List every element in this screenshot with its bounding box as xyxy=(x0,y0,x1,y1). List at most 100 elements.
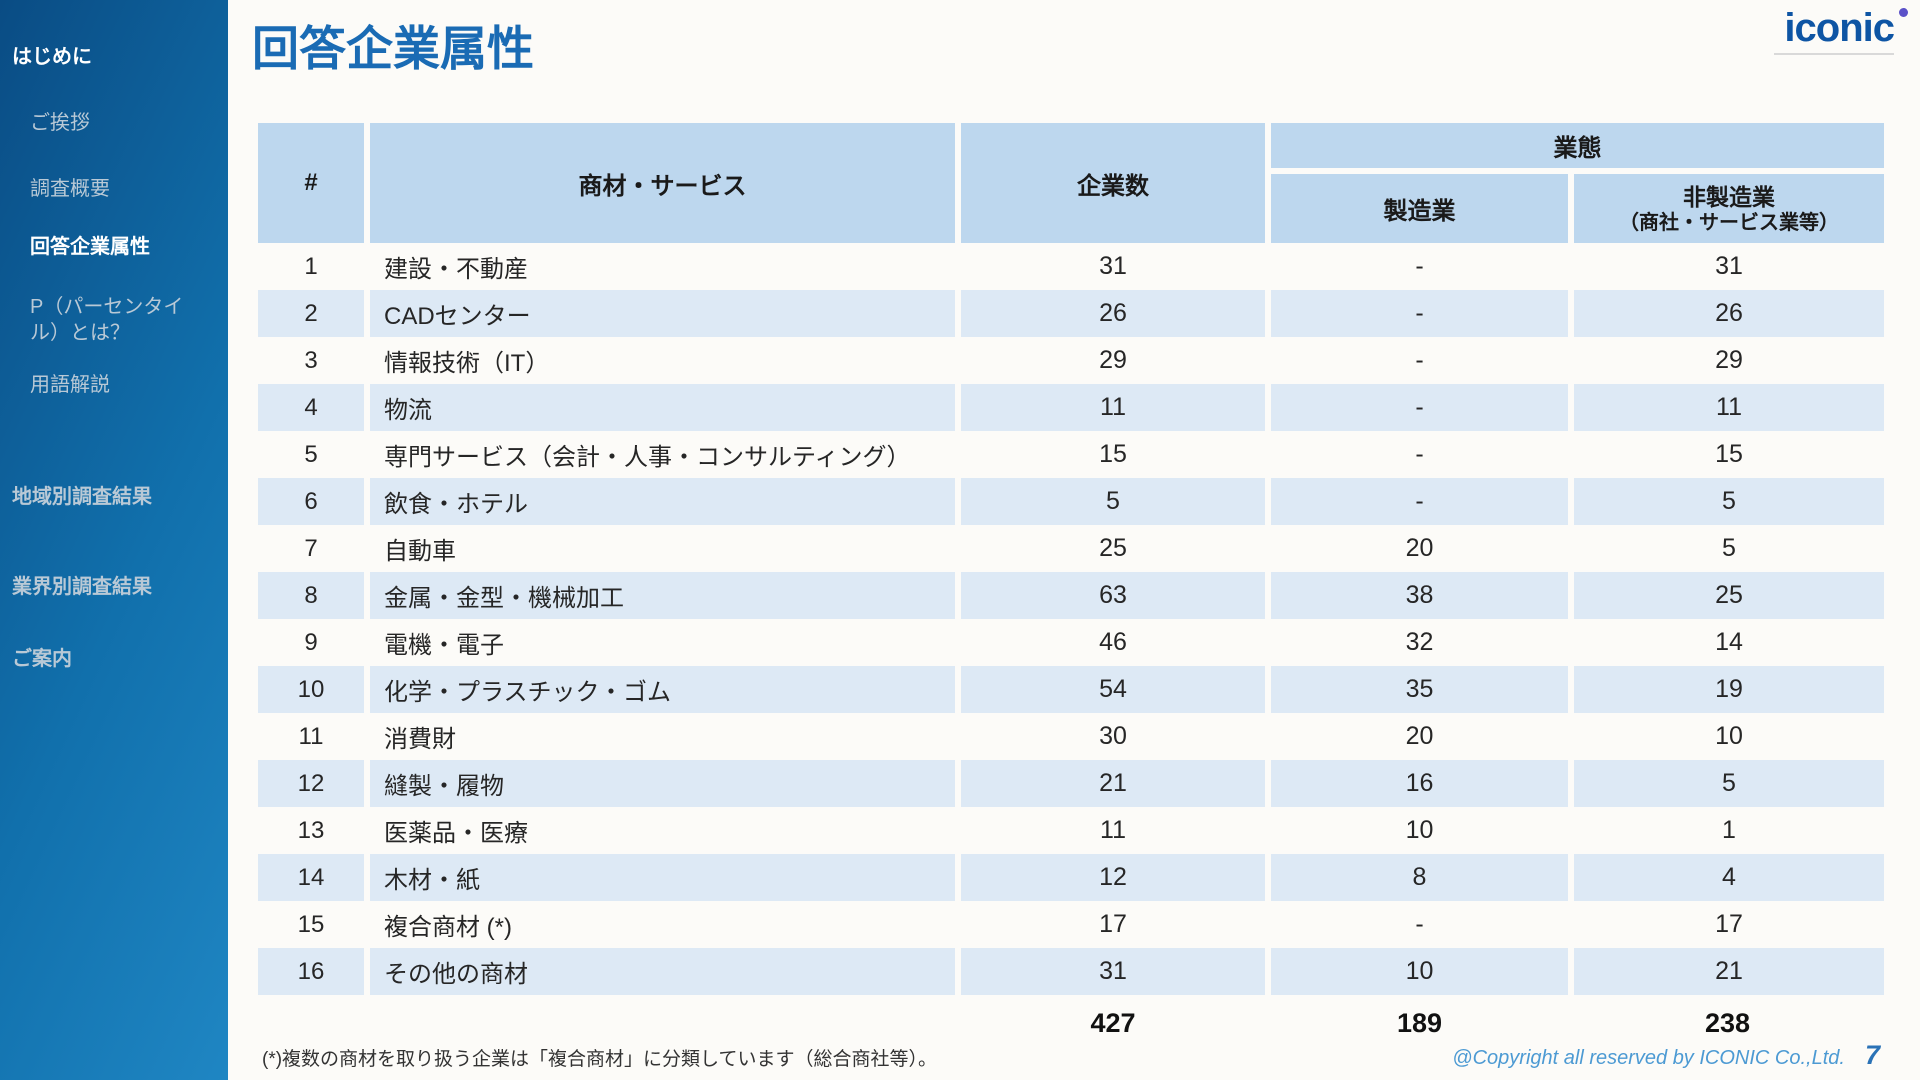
sidebar-item[interactable]: 調査概要 xyxy=(30,178,110,200)
table-row: 9 電機・電子 46 32 14 xyxy=(258,619,1884,666)
table-row: 1 建設・不動産 31-31 xyxy=(258,243,1884,290)
non-manufacturing-value: 31 xyxy=(1715,252,1743,280)
non-manufacturing-value: 19 xyxy=(1571,666,1884,713)
non-manufacturing-value: 17 xyxy=(1715,910,1743,938)
table-body: 1 建設・不動産 31-31 2 CADセンター 26-26 3 情報技術（IT） 29-29 4… xyxy=(258,243,1884,995)
table-row: 10 化学・プラスチック・ゴム 54 35 19 xyxy=(258,666,1884,713)
service-name: 自動車 xyxy=(367,525,961,572)
service-name: 電機・電子 xyxy=(367,619,961,666)
companies-value: 11 xyxy=(958,807,1271,854)
table-row: 16 その他の商材 31 10 21 xyxy=(258,948,1884,995)
row-number: 11 xyxy=(258,713,370,760)
table-row: 11 消費財 30 20 10 xyxy=(258,713,1884,760)
row-number: 3 xyxy=(258,337,370,384)
service-name: 飲食・ホテル xyxy=(367,478,961,525)
table-row: 3 情報技術（IT） 29-29 xyxy=(258,337,1884,384)
totals-empty-service xyxy=(367,995,958,1045)
table-row: 12 縫製・履物 21 16 5 xyxy=(258,760,1884,807)
non-manufacturing-value: 25 xyxy=(1571,572,1884,619)
table-totals: 427 189 238 xyxy=(258,995,1884,1045)
service-name: 消費財 xyxy=(367,713,961,760)
manufacturing-value: 8 xyxy=(1268,854,1574,901)
companies-value: 17 xyxy=(958,901,1271,948)
service-name: 木材・紙 xyxy=(367,854,961,901)
service-name: 金属・金型・機械加工 xyxy=(367,572,961,619)
row-number: 15 xyxy=(258,901,370,948)
table-row: 4 物流 11-11 xyxy=(258,384,1884,431)
sidebar-item[interactable]: ご案内 xyxy=(12,648,72,670)
page-number: 7 xyxy=(1864,1040,1880,1070)
sidebar-item[interactable]: 業界別調査結果 xyxy=(12,576,152,598)
sidebar-item[interactable]: 回答企業属性 xyxy=(30,236,150,258)
row-number: 12 xyxy=(258,760,370,807)
row-number: 4 xyxy=(258,384,370,431)
col-header-non-manufacturing: 非製造業 （商社・サービス業等） xyxy=(1571,171,1884,243)
manufacturing-value: - xyxy=(1268,243,1574,290)
col-header-number: # xyxy=(258,123,370,243)
table-row: 7 自動車 25 20 5 xyxy=(258,525,1884,572)
non-manufacturing-value: 5 xyxy=(1571,478,1884,525)
manufacturing-value: 10 xyxy=(1268,948,1574,995)
row-number: 5 xyxy=(258,431,370,478)
service-name: CADセンター xyxy=(367,290,961,337)
sidebar-item[interactable]: P（パーセンタイル）とは？ xyxy=(30,296,184,344)
service-name: 複合商材 (*) xyxy=(367,901,961,948)
total-non-manufacturing: 238 xyxy=(1704,1007,1751,1038)
service-name: 縫製・履物 xyxy=(367,760,961,807)
service-name: その他の商材 xyxy=(367,948,961,995)
row-number: 6 xyxy=(258,478,370,525)
footnote: (*)複数の商材を取り扱う企業は「複合商材」に分類しています（総合商社等）。 xyxy=(262,1049,937,1070)
manufacturing-value: - xyxy=(1268,431,1574,478)
page-title: 回答企業属性 xyxy=(252,22,534,75)
sidebar-item[interactable]: ご挨拶 xyxy=(30,112,90,134)
row-number: 8 xyxy=(258,572,370,619)
manufacturing-value: 16 xyxy=(1268,760,1574,807)
service-name: 建設・不動産 xyxy=(367,243,961,290)
manufacturing-value: - xyxy=(1268,384,1574,431)
non-manufacturing-value: 26 xyxy=(1571,290,1884,337)
non-manufacturing-value: 11 xyxy=(1571,384,1884,431)
companies-value: 12 xyxy=(958,854,1271,901)
sidebar-item[interactable]: 用語解説 xyxy=(30,374,110,396)
table-row: 8 金属・金型・機械加工 63 38 25 xyxy=(258,572,1884,619)
sidebar-item[interactable]: はじめに xyxy=(12,46,92,68)
service-name: 化学・プラスチック・ゴム xyxy=(367,666,961,713)
companies-value: 54 xyxy=(958,666,1271,713)
col-header-business-type: 業態 xyxy=(1268,123,1884,174)
table-row: 5 専門サービス（会計・人事・コンサルティング） 15-15 xyxy=(258,431,1884,478)
manufacturing-value: 20 xyxy=(1268,525,1574,572)
manufacturing-value: 10 xyxy=(1268,807,1574,854)
table-header: # 商材・サービス 企業数 業態 製造業 非製造業 （商社・サービス業等） xyxy=(258,123,1884,243)
total-companies: 427 xyxy=(1090,1007,1136,1038)
companies-value: 21 xyxy=(958,760,1271,807)
companies-value: 26 xyxy=(958,290,1271,337)
non-manufacturing-value: 21 xyxy=(1571,948,1884,995)
copyright: @Copyright all reserved by ICONIC Co.,Lt… xyxy=(1452,1047,1845,1069)
sidebar-item[interactable]: 地域別調査結果 xyxy=(12,486,152,508)
total-manufacturing: 189 xyxy=(1396,1007,1443,1038)
row-number: 10 xyxy=(258,666,370,713)
non-manufacturing-value: 29 xyxy=(1715,346,1743,374)
companies-value: 31 xyxy=(958,243,1271,290)
manufacturing-value: 20 xyxy=(1268,713,1574,760)
companies-value: 63 xyxy=(958,572,1271,619)
service-name: 物流 xyxy=(367,384,961,431)
row-number: 13 xyxy=(258,807,370,854)
table-row: 15 複合商材 (*) 17-17 xyxy=(258,901,1884,948)
companies-value: 15 xyxy=(958,431,1271,478)
footer: @Copyright all reserved by ICONIC Co.,Lt… xyxy=(1452,1040,1880,1071)
companies-value: 29 xyxy=(958,337,1271,384)
row-number: 9 xyxy=(258,619,370,666)
col-header-manufacturing: 製造業 xyxy=(1268,171,1574,243)
companies-value: 11 xyxy=(958,384,1271,431)
non-manufacturing-value: 4 xyxy=(1571,854,1884,901)
service-name: 専門サービス（会計・人事・コンサルティング） xyxy=(367,431,961,478)
iconic-logo: iconic xyxy=(1774,6,1908,55)
sidebar: はじめにご挨拶調査概要回答企業属性 P（パーセンタイル）とは？ 用語解説地域別調査結… xyxy=(0,0,228,1080)
companies-value: 46 xyxy=(958,619,1271,666)
manufacturing-value: 32 xyxy=(1268,619,1574,666)
service-name: 医薬品・医療 xyxy=(367,807,961,854)
col-header-companies: 企業数 xyxy=(958,123,1271,243)
col-header-service: 商材・サービス xyxy=(367,123,961,243)
table-row: 6 飲食・ホテル 5-5 xyxy=(258,478,1884,525)
